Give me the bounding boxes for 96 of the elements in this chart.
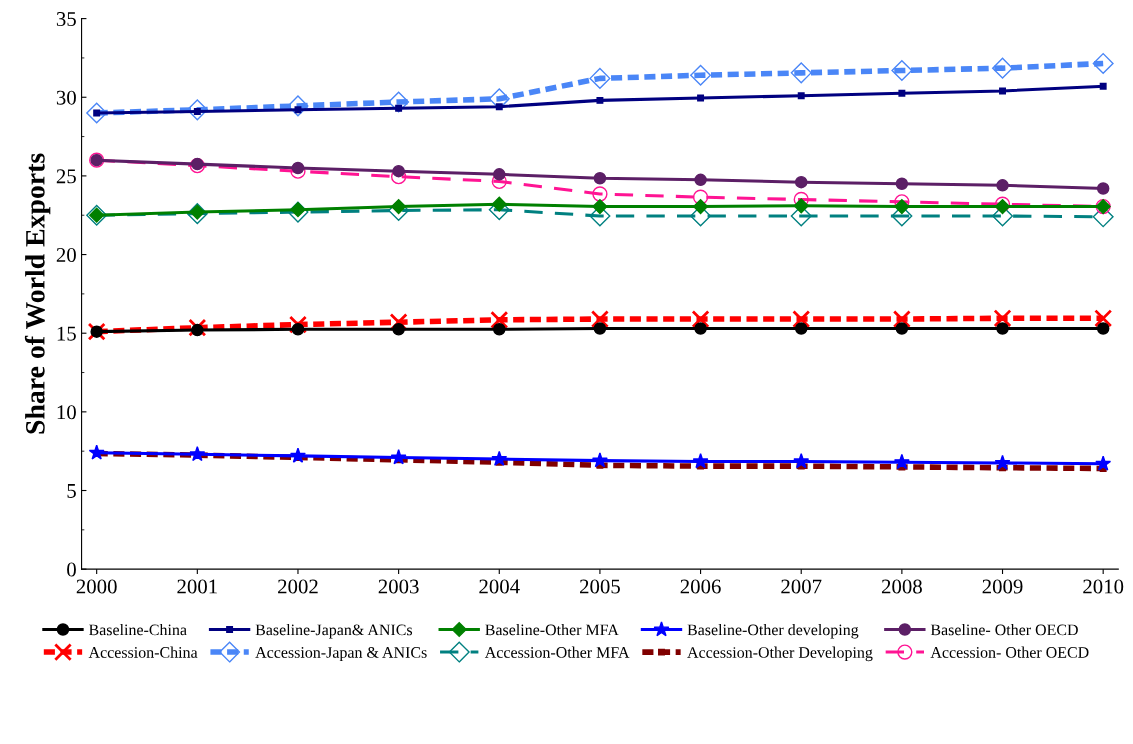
point bbox=[992, 57, 1014, 79]
point bbox=[391, 199, 407, 215]
point bbox=[491, 450, 508, 466]
point bbox=[1096, 322, 1110, 335]
point bbox=[797, 92, 805, 100]
point bbox=[186, 203, 208, 225]
legend-label: Accession-Other Developing bbox=[687, 646, 873, 662]
point bbox=[793, 453, 810, 469]
y-tick-label: 10 bbox=[57, 405, 76, 420]
point bbox=[993, 309, 1012, 328]
point bbox=[287, 95, 309, 117]
legend-label: Baseline-Japan& ANICs bbox=[255, 624, 413, 639]
point bbox=[288, 315, 307, 334]
point bbox=[690, 64, 712, 86]
point bbox=[1092, 52, 1114, 74]
point bbox=[593, 172, 607, 185]
y-tick-label: 25 bbox=[56, 169, 76, 184]
point bbox=[692, 189, 709, 205]
y-tick-label: 15 bbox=[57, 326, 76, 341]
legend-label: Baseline- Other OECD bbox=[930, 624, 1078, 636]
point bbox=[291, 323, 305, 336]
point bbox=[694, 322, 707, 335]
legend-label: Baseline-Other MFA bbox=[485, 624, 619, 636]
point bbox=[590, 310, 609, 329]
point bbox=[996, 179, 1009, 192]
point bbox=[994, 454, 1011, 470]
x-tick-label: 2009 bbox=[982, 579, 1023, 594]
point bbox=[593, 322, 607, 335]
point bbox=[291, 161, 305, 175]
point bbox=[290, 447, 306, 463]
point bbox=[895, 177, 909, 191]
point bbox=[790, 62, 812, 84]
point bbox=[88, 444, 105, 460]
point bbox=[191, 323, 204, 337]
point bbox=[792, 310, 811, 329]
x-tick-label: 2000 bbox=[76, 579, 117, 594]
legend-label: Baseline-China bbox=[88, 624, 187, 636]
x-tick-label: 2004 bbox=[479, 579, 520, 594]
point bbox=[694, 173, 707, 187]
x-tick-label: 2002 bbox=[278, 579, 318, 594]
y-tick-label: 5 bbox=[67, 484, 76, 498]
point bbox=[793, 198, 809, 214]
point bbox=[388, 91, 410, 113]
point bbox=[1096, 182, 1110, 195]
x-tick-label: 2005 bbox=[580, 579, 620, 594]
y-tick-label: 30 bbox=[56, 90, 76, 105]
point bbox=[493, 323, 506, 336]
point bbox=[493, 168, 506, 181]
point bbox=[895, 322, 909, 335]
legend-label: Accession-Other MFA bbox=[484, 646, 630, 658]
point bbox=[1095, 455, 1112, 471]
legend-label: Accession-Japan & ANICs bbox=[255, 647, 427, 662]
x-tick-label: 2007 bbox=[781, 579, 822, 594]
point bbox=[592, 186, 608, 202]
point bbox=[1094, 309, 1113, 328]
x-tick-label: 2008 bbox=[881, 579, 922, 594]
point bbox=[186, 99, 208, 121]
x-tick-label: 2001 bbox=[177, 579, 217, 594]
point bbox=[596, 96, 604, 104]
point bbox=[392, 323, 405, 336]
x-tick-label: 2010 bbox=[1083, 579, 1124, 594]
point bbox=[592, 199, 608, 215]
point bbox=[697, 94, 705, 102]
legend-label: Accession-China bbox=[88, 646, 198, 658]
point bbox=[999, 87, 1006, 95]
point bbox=[692, 453, 709, 469]
point bbox=[691, 310, 710, 329]
point bbox=[892, 310, 911, 329]
point bbox=[390, 449, 407, 465]
point bbox=[188, 318, 207, 337]
point bbox=[589, 67, 611, 89]
point bbox=[693, 199, 709, 215]
point bbox=[996, 322, 1009, 335]
point bbox=[189, 445, 206, 462]
point bbox=[794, 175, 808, 189]
y-tick-label: 0 bbox=[67, 562, 76, 577]
point bbox=[392, 164, 405, 178]
point bbox=[591, 452, 608, 468]
point bbox=[893, 453, 910, 470]
y-axis-title: Share of World Exports bbox=[24, 153, 51, 434]
y-tick-label: 35 bbox=[56, 12, 76, 27]
point bbox=[894, 199, 910, 215]
x-tick-label: 2006 bbox=[680, 579, 721, 594]
y-tick-label: 20 bbox=[56, 247, 76, 262]
x-tick-label: 2003 bbox=[378, 579, 419, 594]
point bbox=[898, 89, 906, 97]
legend-label: Accession- Other OECD bbox=[930, 646, 1089, 658]
point bbox=[1099, 82, 1107, 90]
point bbox=[395, 104, 403, 112]
point bbox=[86, 102, 108, 124]
point bbox=[490, 310, 509, 329]
point bbox=[891, 59, 913, 82]
point bbox=[491, 196, 507, 212]
point bbox=[495, 103, 503, 111]
legend-label: Baseline-Other developing bbox=[687, 624, 859, 639]
point bbox=[794, 322, 808, 335]
